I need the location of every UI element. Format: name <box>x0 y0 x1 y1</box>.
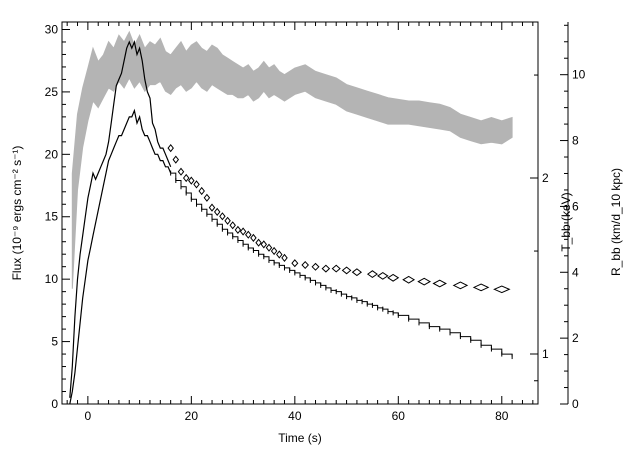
y-left-tick-label: 10 <box>45 272 59 286</box>
temperature-point <box>366 270 378 279</box>
x-tick-label: 40 <box>288 409 302 423</box>
temperature-point <box>331 264 341 273</box>
temperature-point <box>432 279 447 288</box>
temperature-point <box>276 250 283 259</box>
temperature-point <box>250 233 257 243</box>
radius-axis-title: R_bb (km/d_10 kpc) <box>609 168 623 276</box>
temperature-point <box>172 155 180 164</box>
temperature-point <box>208 203 216 212</box>
radius-band <box>71 30 513 289</box>
temperature-point <box>182 173 190 183</box>
x-tick-label: 60 <box>392 409 406 423</box>
y-left-tick-label: 5 <box>51 335 58 349</box>
temperature-point <box>341 266 352 275</box>
flux-upper-line <box>69 39 172 398</box>
flux-step-line <box>170 172 513 357</box>
radius-axis: 0 2 4 6 8 10 <box>560 22 586 411</box>
temperature-point <box>321 264 331 273</box>
temperature-point <box>311 262 320 271</box>
temperature-point <box>493 285 511 294</box>
temperature-point <box>270 246 278 256</box>
temperature-point <box>198 186 205 196</box>
temperature-point <box>260 240 268 249</box>
radius-tick-label: 2 <box>572 331 579 345</box>
flux-lower-line <box>69 108 172 405</box>
temperature-point <box>417 277 432 286</box>
x-axis: 0 20 40 60 80 <box>66 22 534 423</box>
temperature-point <box>402 275 416 284</box>
plot-frame <box>61 21 539 405</box>
y-left-tick-label: 20 <box>45 147 59 161</box>
radius-tick-label: 0 <box>572 397 579 411</box>
y-left-tick-label: 25 <box>45 85 59 99</box>
x-tick-label: 20 <box>185 409 199 423</box>
radius-band-area <box>71 30 513 289</box>
temperature-point <box>213 207 221 217</box>
temperature-point <box>224 216 231 225</box>
temperature-point <box>301 260 309 270</box>
y-left-tick-label: 15 <box>45 210 59 224</box>
temperature-point <box>472 283 490 292</box>
temperature-point <box>255 238 262 247</box>
temperature-tick-label: 2 <box>542 171 549 185</box>
temperature-point <box>377 271 389 280</box>
temperature-point <box>167 143 174 153</box>
temperature-tick-label: 1 <box>542 347 549 361</box>
temperature-point <box>219 212 226 221</box>
radius-tick-label: 6 <box>572 199 579 213</box>
temperature-point <box>452 281 469 290</box>
temperature-point <box>229 221 236 230</box>
temperature-point <box>193 180 200 189</box>
temperature-point <box>291 259 299 268</box>
radius-tick-label: 10 <box>572 68 586 82</box>
x-axis-title: Time (s) <box>278 431 322 445</box>
y-left-tick-label: 30 <box>45 22 59 36</box>
temperature-point <box>188 176 195 185</box>
temperature-point <box>245 230 252 239</box>
x-tick-label: 0 <box>85 409 92 423</box>
temperature-point <box>281 253 288 263</box>
temperature-point <box>351 268 363 277</box>
x-tick-label: 80 <box>495 409 509 423</box>
temperature-point <box>203 193 211 202</box>
radius-tick-label: 8 <box>572 134 579 148</box>
temperature-axis-title: T_bb (keV) <box>559 192 573 251</box>
radius-tick-label: 4 <box>572 265 579 279</box>
temperature-point <box>239 227 247 236</box>
temperature-point <box>265 243 273 252</box>
temperature-point <box>234 225 242 235</box>
flux-curves <box>69 39 513 405</box>
temperature-point <box>177 167 185 176</box>
y-left-axis-title: Flux (10⁻⁹ ergs cm⁻² s⁻¹) <box>10 146 24 281</box>
temperature-axis: 12 <box>530 74 549 382</box>
y-left-axis: 0 5 10 15 20 25 30 <box>45 22 70 411</box>
temperature-points <box>167 143 511 294</box>
y-left-tick-label: 0 <box>51 397 58 411</box>
temperature-point <box>387 273 400 282</box>
